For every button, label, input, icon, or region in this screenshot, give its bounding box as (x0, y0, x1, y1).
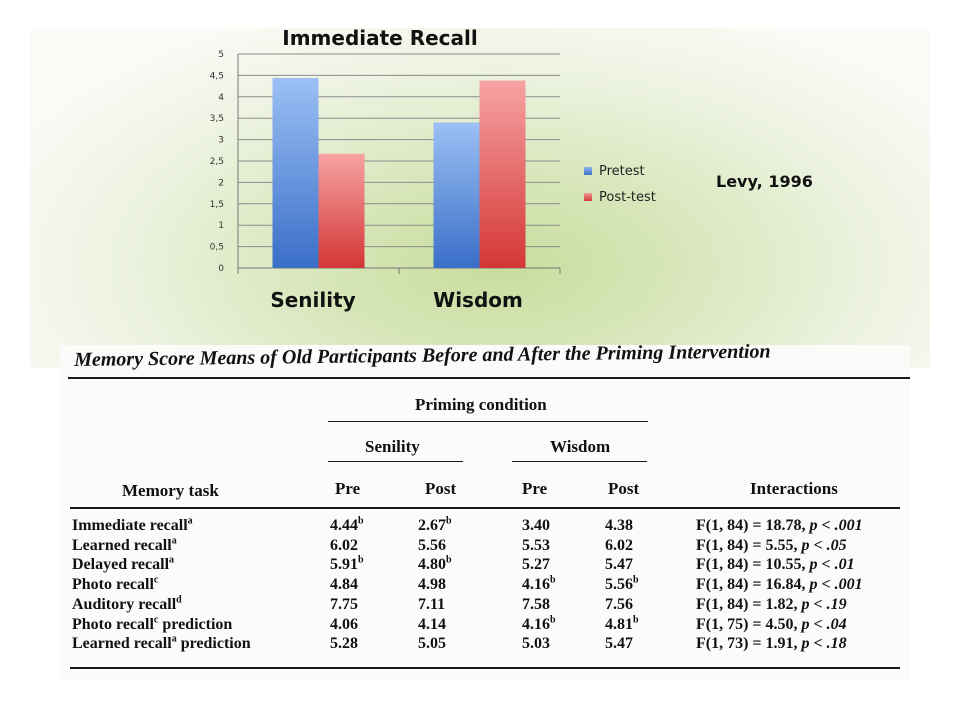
chart-title: Immediate Recall (282, 26, 478, 50)
header-wisdom-post: Post (608, 479, 640, 498)
priming-rule (328, 421, 648, 422)
wis-pre-cell: 5.27 (522, 556, 550, 574)
memory-task-cell: Delayed recalla (72, 555, 175, 574)
legend-item-posttest: Post-test (584, 184, 656, 210)
table-title: Memory Score Means of Old Participants B… (74, 340, 771, 371)
wisdom-rule (512, 461, 647, 462)
interaction-cell: F(1, 84) = 18.78, p < .001 (696, 517, 863, 534)
sen-pre-cell: 4.06 (330, 615, 358, 633)
category-label-senility: Senility (270, 288, 356, 312)
table-row: Auditory recalld 7.75 7.11 7.58 7.56 F(1, 84)… (60, 594, 910, 615)
wis-post-cell: 4.81b (605, 614, 639, 633)
wis-pre-cell: 3.40 (522, 517, 550, 534)
bar-pretest-senility (272, 77, 319, 268)
interaction-cell: F(1, 84) = 5.55, p < .05 (696, 536, 847, 554)
legend-swatch-pretest (584, 167, 592, 175)
wis-post-cell: 5.47 (605, 635, 633, 653)
interaction-cell: F(1, 84) = 10.55, p < .01 (696, 556, 855, 574)
y-tick-label: 0 (218, 264, 224, 274)
wis-pre-cell: 5.03 (522, 635, 550, 653)
y-tick-label: 3,5 (210, 114, 224, 124)
wis-pre-cell: 4.16b (522, 574, 556, 594)
sen-pre-cell: 5.91b (330, 555, 364, 574)
y-tick-label: 2 (218, 178, 224, 188)
category-label-wisdom: Wisdom (433, 288, 523, 312)
table-row: Photo recallc prediction 4.06 4.14 4.16b 4.8… (60, 614, 910, 635)
header-wisdom-pre: Pre (522, 479, 548, 498)
legend-label-pretest: Pretest (599, 163, 645, 179)
y-tick-label: 1,5 (210, 200, 224, 210)
table-row: Immediate recalla 4.44b 2.67b 3.40 4.38 F(1, … (60, 515, 910, 536)
bar-posttest-senility (318, 153, 365, 268)
legend-item-pretest: Pretest (584, 158, 656, 184)
memory-task-cell: Photo recallc (72, 574, 159, 594)
sen-pre-cell: 7.75 (330, 595, 358, 613)
table-bottom-rule (70, 667, 900, 669)
memory-task-cell: Learned recalla (72, 535, 177, 554)
bar-posttest-wisdom (479, 80, 526, 268)
wis-post-cell: 6.02 (605, 536, 633, 554)
header-wisdom: Wisdom (550, 437, 611, 456)
sen-post-cell: 5.56 (418, 536, 446, 554)
wis-post-cell: 5.47 (605, 556, 633, 574)
header-priming-condition: Priming condition (415, 395, 547, 414)
sen-post-cell: 4.80b (418, 555, 452, 574)
citation: Levy, 1996 (716, 172, 813, 191)
sen-post-cell: 5.05 (418, 635, 446, 653)
wis-post-cell: 7.56 (605, 595, 633, 613)
wis-pre-cell: 5.53 (522, 536, 550, 554)
wis-pre-cell: 7.58 (522, 595, 550, 613)
senility-rule (328, 461, 463, 462)
sen-post-cell: 2.67b (418, 515, 452, 534)
header-interactions: Interactions (750, 479, 838, 498)
interaction-cell: F(1, 75) = 4.50, p < .04 (696, 615, 847, 633)
table-row: Delayed recalla 5.91b 4.80b 5.27 5.47 F(1, 84… (60, 556, 910, 575)
chart-legend: Pretest Post-test (584, 158, 656, 210)
header-bottom-rule (70, 507, 900, 509)
y-tick-label: 4 (218, 93, 224, 103)
sen-pre-cell: 5.28 (330, 635, 358, 653)
y-tick-label: 0,5 (210, 243, 224, 253)
legend-swatch-posttest (584, 193, 592, 201)
header-senility-pre: Pre (335, 479, 361, 498)
table-row: Photo recallc 4.84 4.98 4.16b 5.56b F(1, 84) … (60, 574, 910, 595)
sen-pre-cell: 6.02 (330, 536, 358, 554)
y-tick-label: 4,5 (210, 71, 224, 81)
interaction-cell: F(1, 84) = 1.82, p < .19 (696, 595, 847, 613)
bar-pretest-wisdom (433, 122, 480, 268)
bar-chart: 0 0,5 1 1,5 2 2,5 3 3,5 4 4,5 5 (210, 50, 561, 274)
sen-post-cell: 4.98 (418, 576, 446, 594)
memory-task-cell: Immediate recalla (72, 515, 193, 534)
wis-post-cell: 5.56b (605, 574, 639, 594)
y-tick-label: 3 (218, 136, 224, 146)
memory-task-cell: Learned recalla prediction (72, 633, 251, 653)
wis-post-cell: 4.38 (605, 517, 633, 534)
sen-pre-cell: 4.44b (330, 515, 364, 534)
results-table: Memory Score Means of Old Participants B… (60, 340, 910, 680)
wis-pre-cell: 4.16b (522, 614, 556, 633)
interaction-cell: F(1, 84) = 16.84, p < .001 (696, 576, 863, 594)
legend-label-posttest: Post-test (599, 189, 656, 205)
sen-post-cell: 7.11 (418, 595, 446, 613)
header-senility: Senility (365, 437, 420, 456)
memory-task-cell: Photo recallc prediction (72, 614, 233, 633)
y-tick-label: 1 (218, 221, 224, 231)
y-tick-label: 5 (218, 50, 224, 60)
y-tick-label: 2,5 (210, 157, 224, 167)
memory-task-cell: Auditory recalld (72, 594, 182, 613)
interaction-cell: F(1, 73) = 1.91, p < .18 (696, 635, 847, 653)
table-row: Learned recalla 6.02 5.56 5.53 6.02 F(1, 84) … (60, 535, 910, 556)
table-row: Learned recalla prediction 5.28 5.05 5.03 5.… (60, 633, 910, 654)
header-memory-task: Memory task (122, 481, 219, 500)
header-senility-post: Post (425, 479, 457, 498)
sen-post-cell: 4.14 (418, 615, 446, 633)
sen-pre-cell: 4.84 (330, 576, 358, 594)
table-top-rule (68, 377, 910, 379)
